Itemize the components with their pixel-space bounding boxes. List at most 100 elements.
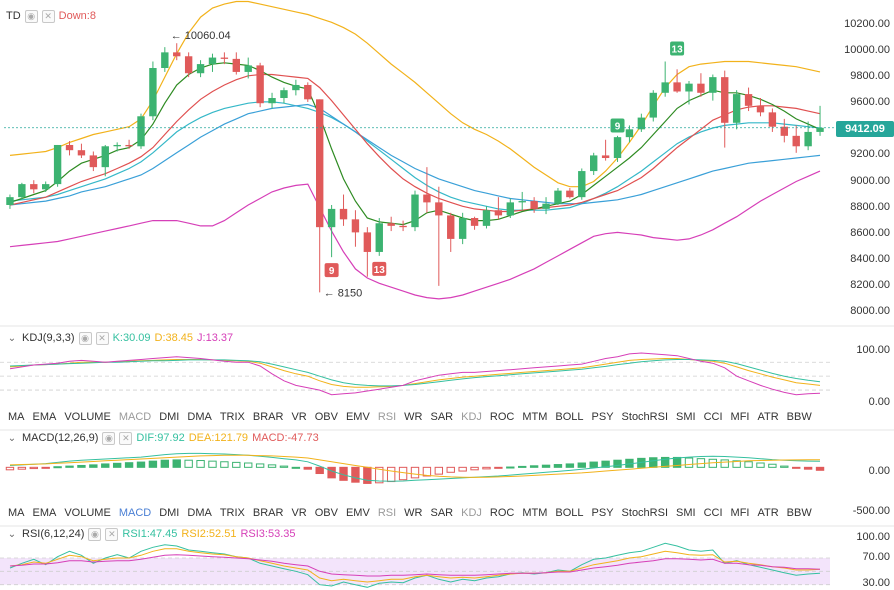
tab-brar[interactable]: BRAR — [252, 411, 284, 423]
eye-icon[interactable]: ◉ — [24, 9, 38, 23]
macd-hist-value: MACD:-47.73 — [252, 432, 319, 444]
tab-dma[interactable]: DMA — [187, 411, 212, 423]
macd-histogram-bar — [601, 460, 610, 468]
candle — [447, 215, 455, 239]
close-icon[interactable]: ✕ — [119, 431, 133, 445]
tab-kdj[interactable]: KDJ — [461, 411, 482, 423]
candle — [268, 98, 276, 104]
tab-trix[interactable]: TRIX — [219, 507, 245, 519]
eye-icon[interactable]: ◉ — [88, 527, 102, 541]
macd-histogram-bar — [518, 465, 527, 468]
macd-histogram-bar — [720, 459, 729, 468]
tab-brar[interactable]: BRAR — [252, 507, 284, 519]
tab-dma[interactable]: DMA — [187, 507, 212, 519]
tab-smi[interactable]: SMI — [676, 507, 696, 519]
tab-psy[interactable]: PSY — [591, 507, 614, 519]
rsi-2-line — [9, 548, 821, 583]
td-legend: TD ◉ ✕ Down:8 — [6, 9, 96, 23]
candle — [351, 219, 360, 233]
tab-roc[interactable]: ROC — [489, 411, 515, 423]
rsi-axis-100: 100.00 — [856, 531, 890, 543]
tab-boll[interactable]: BOLL — [555, 507, 584, 519]
tab-sar[interactable]: SAR — [430, 411, 454, 423]
macd-histogram-bar — [315, 466, 324, 475]
tab-ma[interactable]: MA — [8, 411, 25, 423]
kdj-axis-top: 100.00 — [856, 344, 890, 356]
tab-roc[interactable]: ROC — [489, 507, 515, 519]
tab-mfi[interactable]: MFI — [730, 411, 750, 423]
tab-psy[interactable]: PSY — [591, 411, 614, 423]
low-price-label: ← 8150 — [324, 287, 363, 299]
macd-histogram-bar — [267, 464, 277, 468]
tab-stochrsi[interactable]: StochRSI — [621, 411, 669, 423]
tab-dmi[interactable]: DMI — [159, 411, 180, 423]
candle — [792, 135, 800, 147]
tab-volume[interactable]: VOLUME — [64, 411, 111, 423]
tab-dmi[interactable]: DMI — [159, 507, 180, 519]
tab-rsi[interactable]: RSI — [377, 507, 397, 519]
tab-macd[interactable]: MACD — [118, 507, 152, 519]
macd-histogram-bar — [89, 464, 98, 468]
macd-histogram-bar — [815, 466, 825, 471]
tab-wr[interactable]: WR — [404, 507, 423, 519]
tab-ma[interactable]: MA — [8, 507, 25, 519]
tab-sar[interactable]: SAR — [430, 507, 454, 519]
candle — [399, 225, 407, 228]
macd-histogram-bar — [744, 461, 753, 468]
tab-mfi[interactable]: MFI — [730, 507, 750, 519]
tab-kdj[interactable]: KDJ — [461, 507, 482, 519]
macd-histogram-bar — [434, 466, 444, 475]
tab-smi[interactable]: SMI — [676, 411, 696, 423]
candle — [470, 218, 479, 226]
candle — [196, 64, 205, 74]
chevron-down-icon[interactable]: ⌄ — [7, 432, 17, 444]
close-icon[interactable]: ✕ — [41, 9, 55, 23]
price-axis-label: 8600.00 — [850, 226, 890, 239]
tab-mtm[interactable]: MTM — [522, 411, 548, 423]
tab-rsi[interactable]: RSI — [377, 411, 397, 423]
candle — [30, 184, 38, 190]
tab-boll[interactable]: BOLL — [555, 411, 584, 423]
price-axis-label: 9000.00 — [850, 174, 890, 187]
tab-stochrsi[interactable]: StochRSI — [621, 507, 669, 519]
close-icon[interactable]: ✕ — [95, 331, 109, 345]
macd-histogram-bar — [5, 466, 15, 471]
tab-wr[interactable]: WR — [404, 411, 423, 423]
macd-histogram-bar — [196, 460, 205, 468]
tab-emv[interactable]: EMV — [345, 411, 370, 423]
tab-bbw[interactable]: BBW — [786, 411, 812, 423]
candle — [601, 155, 610, 159]
eye-icon[interactable]: ◉ — [102, 431, 116, 445]
tab-atr[interactable]: ATR — [757, 507, 779, 519]
candle — [89, 155, 98, 168]
close-icon[interactable]: ✕ — [105, 527, 119, 541]
tab-macd[interactable]: MACD — [118, 411, 152, 423]
tab-volume[interactable]: VOLUME — [64, 507, 111, 519]
chevron-down-icon[interactable]: ⌄ — [7, 332, 17, 344]
tab-ema[interactable]: EMA — [32, 411, 57, 423]
macd-histogram-bar — [386, 466, 396, 483]
candle — [518, 201, 526, 203]
tab-atr[interactable]: ATR — [757, 411, 779, 423]
macd-histogram-bar — [398, 466, 408, 481]
tab-mtm[interactable]: MTM — [522, 507, 548, 519]
tab-vr[interactable]: VR — [291, 507, 307, 519]
current-price-badge: 9412.09 — [836, 121, 894, 137]
tab-vr[interactable]: VR — [291, 411, 307, 423]
tab-emv[interactable]: EMV — [345, 507, 370, 519]
tab-obv[interactable]: OBV — [314, 507, 338, 519]
candle — [18, 184, 26, 198]
tab-obv[interactable]: OBV — [314, 411, 338, 423]
tab-trix[interactable]: TRIX — [219, 411, 245, 423]
tab-cci[interactable]: CCI — [703, 507, 723, 519]
ma-long-line — [9, 103, 821, 206]
tab-bbw[interactable]: BBW — [786, 507, 812, 519]
kdj-axis-bottom: 0.00 — [868, 396, 890, 408]
candle — [339, 208, 348, 220]
tab-cci[interactable]: CCI — [703, 411, 723, 423]
tab-ema[interactable]: EMA — [32, 507, 57, 519]
eye-icon[interactable]: ◉ — [78, 331, 92, 345]
chevron-down-icon[interactable]: ⌄ — [7, 528, 17, 540]
macd-histogram-bar — [803, 466, 813, 470]
